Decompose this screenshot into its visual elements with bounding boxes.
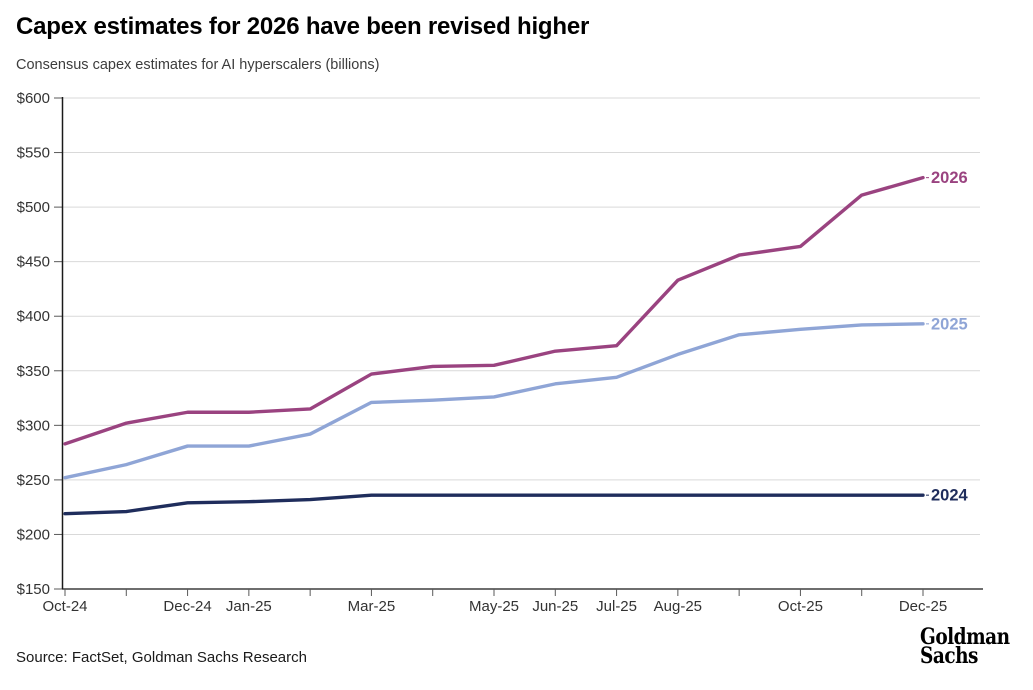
series-label-2025: 2025 <box>931 315 968 333</box>
y-axis-label: $500 <box>17 199 50 216</box>
chart-subtitle: Consensus capex estimates for AI hypersc… <box>16 57 380 73</box>
x-axis-label: Jan-25 <box>226 598 272 615</box>
x-axis-label: Dec-24 <box>163 598 211 615</box>
logo-line-1: Goldman <box>920 624 1011 650</box>
y-axis-label: $350 <box>17 363 50 380</box>
y-axis-label: $150 <box>17 581 50 598</box>
series-line-2024 <box>63 493 925 516</box>
x-axis-label: Dec-25 <box>899 598 947 615</box>
x-axis-label: Oct-24 <box>42 598 87 615</box>
x-axis-label: May-25 <box>469 598 519 615</box>
series-line-2026 <box>63 175 925 446</box>
y-axis-label: $300 <box>17 417 50 434</box>
logo-line-2: Sachs <box>920 643 979 669</box>
y-axis-label: $600 <box>17 90 50 107</box>
x-axis-label: Oct-25 <box>778 598 823 615</box>
x-axis-label: Jun-25 <box>532 598 578 615</box>
y-axis-label: $200 <box>17 526 50 543</box>
y-axis-label: $250 <box>17 472 50 489</box>
series-line-2025 <box>63 322 925 480</box>
y-axis-label: $550 <box>17 145 50 162</box>
series-label-2026: 2026 <box>931 169 968 187</box>
series-label-2024: 2024 <box>931 487 969 505</box>
y-axis-label: $400 <box>17 308 50 325</box>
x-axis-label: Jul-25 <box>596 598 637 615</box>
capex-line-chart: $150 $200 $250 $300 $350 $400 $450 $500 $550 $600… <box>17 90 983 615</box>
goldman-sachs-logo: Goldman Sachs <box>920 624 1011 669</box>
chart-title: Capex estimates for 2026 have been revis… <box>16 13 590 40</box>
x-axis-label: Aug-25 <box>654 598 702 615</box>
y-axis-label: $450 <box>17 254 50 271</box>
source-note: Source: FactSet, Goldman Sachs Research <box>16 649 307 666</box>
x-axis-label: Mar-25 <box>348 598 396 615</box>
